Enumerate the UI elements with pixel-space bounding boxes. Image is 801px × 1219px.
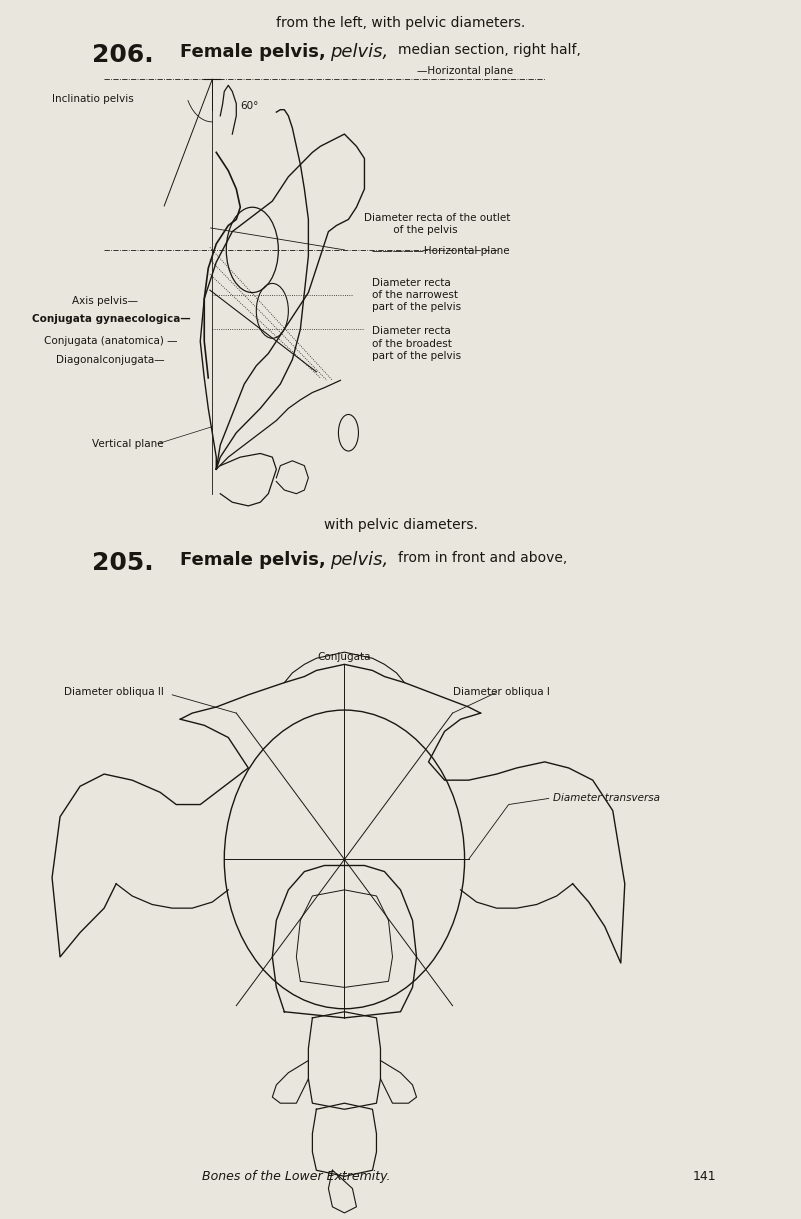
Text: Conjugata: Conjugata <box>318 652 371 662</box>
Text: Conjugata (anatomica) —: Conjugata (anatomica) — <box>44 336 178 346</box>
Text: 206.: 206. <box>92 43 154 67</box>
Text: median section, right half,: median section, right half, <box>398 43 581 56</box>
Text: Inclinatio pelvis: Inclinatio pelvis <box>52 94 134 104</box>
Text: pelvis,: pelvis, <box>330 551 388 569</box>
Text: Diameter recta
of the broadest
part of the pelvis: Diameter recta of the broadest part of t… <box>372 327 461 361</box>
Text: pelvis,: pelvis, <box>330 43 388 61</box>
Text: Diameter obliqua II: Diameter obliqua II <box>64 688 164 697</box>
Text: Axis pelvis—: Axis pelvis— <box>72 296 138 306</box>
Text: 60°: 60° <box>240 101 259 111</box>
Text: with pelvic diameters.: with pelvic diameters. <box>324 518 477 531</box>
Text: —————Horizontal plane: —————Horizontal plane <box>372 246 510 256</box>
Text: Diagonalconjugata—: Diagonalconjugata— <box>56 355 165 364</box>
Text: Diameter recta of the outlet
         of the pelvis: Diameter recta of the outlet of the pelv… <box>364 213 511 235</box>
Text: Bones of the Lower Extremity.: Bones of the Lower Extremity. <box>202 1170 391 1184</box>
Text: Diameter obliqua I: Diameter obliqua I <box>453 688 549 697</box>
Text: Female pelvis,: Female pelvis, <box>180 43 326 61</box>
Text: Vertical plane: Vertical plane <box>92 439 163 449</box>
Text: —Horizontal plane: —Horizontal plane <box>417 66 513 76</box>
Text: Diameter transversa: Diameter transversa <box>553 794 660 803</box>
Text: from in front and above,: from in front and above, <box>398 551 567 564</box>
Text: 205.: 205. <box>92 551 154 575</box>
Text: 141: 141 <box>693 1170 717 1184</box>
Text: Conjugata gynaecologica—: Conjugata gynaecologica— <box>32 315 191 324</box>
Text: Diameter recta
of the narrowest
part of the pelvis: Diameter recta of the narrowest part of … <box>372 278 461 312</box>
Text: from the left, with pelvic diameters.: from the left, with pelvic diameters. <box>276 16 525 29</box>
Text: Female pelvis,: Female pelvis, <box>180 551 326 569</box>
